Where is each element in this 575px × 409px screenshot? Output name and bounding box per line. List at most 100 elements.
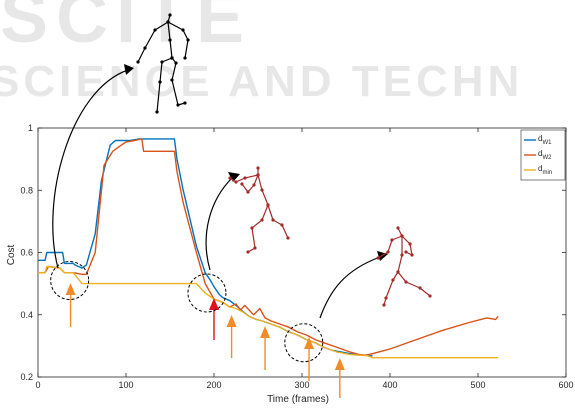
- watermark-brand: SCITE: [0, 0, 252, 58]
- orange-arrow-head: [65, 283, 76, 295]
- skeleton-joint: [396, 226, 400, 230]
- skeleton-bone: [281, 224, 289, 239]
- orange-arrow-head: [334, 358, 345, 370]
- skeleton-bone: [235, 177, 246, 183]
- skeleton-bone: [267, 204, 274, 221]
- skeleton-bone: [184, 39, 189, 59]
- orange-arrow-head: [226, 315, 237, 327]
- skeleton-bone: [251, 227, 256, 249]
- skeleton-joint: [260, 188, 264, 192]
- skeleton-bone: [397, 271, 407, 283]
- skeleton-joint: [153, 28, 157, 32]
- skeleton-joint: [166, 20, 170, 24]
- y-axis-label: Cost: [6, 244, 17, 265]
- skeleton-bone: [244, 174, 259, 179]
- skeleton-joint: [386, 250, 390, 254]
- skeleton-bone: [161, 57, 173, 63]
- skeleton-joint: [400, 253, 404, 257]
- skeleton-joint: [428, 294, 432, 298]
- series-layer: [38, 138, 499, 359]
- skeleton-joint: [181, 28, 185, 32]
- skeleton-joint: [256, 166, 260, 170]
- x-tick-label: 500: [470, 380, 485, 390]
- skeleton-joint: [183, 101, 187, 105]
- skeleton-figure-3: [376, 226, 432, 307]
- x-axis-label: Time (frames): [267, 394, 329, 404]
- watermark: SCITE SCIENCE AND TECHN: [0, 0, 523, 106]
- axes: 0 100 200 300 400 500 600 0.2 0.4 0.6 0.8 1: [20, 123, 573, 390]
- dashed-circle: [284, 323, 324, 363]
- skeleton-bone: [419, 287, 431, 297]
- orange-arrow-head: [260, 326, 271, 338]
- skeleton-joint: [143, 46, 147, 50]
- watermark-text: SCIENCE AND TECHN: [0, 57, 523, 106]
- skeleton-joint: [234, 180, 238, 184]
- dashed-circle: [187, 273, 227, 313]
- skeleton-joint: [391, 278, 395, 282]
- annotations: [50, 13, 432, 398]
- skeleton-figure-2: [228, 166, 290, 254]
- skeleton-joint: [253, 246, 257, 250]
- pointer-arrow-3: [319, 256, 381, 319]
- skeleton-joint: [400, 234, 404, 238]
- skeleton-bone: [385, 279, 394, 299]
- skeleton-joint: [240, 182, 244, 186]
- skeleton-bone: [405, 281, 421, 289]
- skeleton-joint: [382, 303, 386, 307]
- pointer-arrow-1-head: [124, 64, 134, 75]
- skeleton-bone: [261, 189, 269, 206]
- skeleton-joint: [280, 223, 284, 227]
- skeleton-bone: [261, 204, 269, 221]
- skeleton-bone: [167, 21, 184, 31]
- skeleton-joint: [243, 176, 247, 180]
- skeleton-joint: [410, 253, 414, 257]
- skeleton-joint: [266, 203, 270, 207]
- red-arrow-head: [209, 298, 219, 310]
- skeleton-bone: [251, 219, 263, 229]
- y-tick-label: 0.2: [20, 372, 33, 382]
- x-tick-label: 600: [558, 380, 573, 390]
- skeleton-joint: [176, 103, 180, 107]
- legend-label: dmin: [538, 164, 552, 176]
- skeleton-joint: [404, 250, 408, 254]
- pointer-arrow-1: [52, 69, 129, 269]
- skeleton-bone: [397, 254, 403, 273]
- y-tick-label: 1: [28, 123, 33, 133]
- skeleton-joint: [158, 80, 162, 84]
- skeleton-bone: [154, 21, 169, 31]
- x-tick-label: 0: [35, 380, 40, 390]
- skeleton-bone: [159, 61, 163, 83]
- skeleton-joint: [408, 242, 412, 246]
- skeleton-joint: [174, 61, 178, 65]
- skeleton-joint: [168, 13, 172, 17]
- x-tick-label: 400: [382, 380, 397, 390]
- skeleton-joint: [376, 256, 380, 260]
- y-tick-label: 0.4: [20, 310, 33, 320]
- skeleton-bone: [171, 79, 179, 106]
- skeleton-joint: [404, 280, 408, 284]
- skeleton-joint: [228, 176, 232, 180]
- skeleton-joint: [170, 56, 174, 60]
- skeleton-joint: [170, 78, 174, 82]
- skeleton-joint: [136, 60, 140, 64]
- skeleton-joint: [155, 110, 159, 114]
- skeleton-bone: [169, 39, 173, 59]
- skeleton-bone: [156, 81, 161, 113]
- skeleton-bone: [167, 21, 171, 41]
- skeleton-bone: [241, 183, 249, 193]
- skeleton-joint: [256, 173, 260, 177]
- skeleton-joint: [246, 190, 250, 194]
- skeleton-bone: [171, 62, 177, 81]
- legend: dW1 dW2 dmin: [520, 129, 566, 181]
- skeleton-figure-1: [136, 13, 190, 114]
- skeleton-joint: [271, 218, 275, 222]
- plot-frame: [37, 127, 567, 378]
- skeleton-joint: [286, 236, 290, 240]
- pointer-arrow-2: [205, 177, 233, 271]
- x-tick-label: 300: [294, 380, 309, 390]
- skeleton-joint: [418, 286, 422, 290]
- skeleton-joint: [168, 38, 172, 42]
- skeleton-joint: [252, 183, 256, 187]
